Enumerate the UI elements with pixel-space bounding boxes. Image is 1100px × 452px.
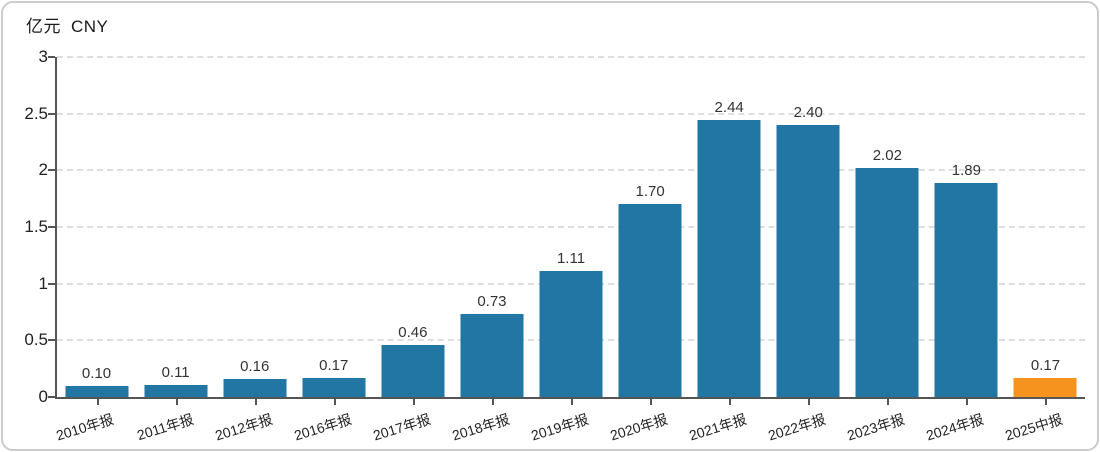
- y-axis-tick: [48, 282, 55, 285]
- x-axis-tick: [966, 399, 969, 405]
- bar-value-label: 0.46: [398, 323, 428, 341]
- x-axis-tick: [808, 399, 811, 405]
- category-slot: 0.17 2025中报: [1003, 57, 1085, 444]
- x-axis-label-2016年报: 2016年报: [291, 410, 354, 444]
- category-slot: 0.10 2010年报: [55, 57, 136, 444]
- bar-2018年报[interactable]: [460, 314, 524, 397]
- x-axis-tick: [650, 399, 653, 405]
- y-tick-label-1: 1: [38, 273, 48, 293]
- bars-layer: 0.10 2010年报 0.11 2011年报 0.16 2012年报 0.17 2016年报…: [55, 57, 1085, 444]
- x-axis-tick: [1045, 399, 1048, 405]
- category-slot: 1.11 2019年报: [529, 57, 610, 444]
- y-axis-tick: [48, 396, 55, 398]
- bar-value-label: 0.16: [240, 357, 270, 375]
- x-axis-label-2021年报: 2021年报: [687, 410, 749, 444]
- bar-value-label: 0.17: [1030, 356, 1061, 374]
- bar-2022年报[interactable]: [776, 125, 840, 397]
- bar-value-label: 1.70: [635, 183, 665, 201]
- plot-area: 0 0.5 1 1.5 2 2.5 3 0.10 2010年报 0.11 2011年报 0.16 20…: [24, 47, 1085, 444]
- bar-2012年报[interactable]: [223, 378, 287, 397]
- x-axis-label-2011年报: 2011年报: [134, 410, 195, 444]
- x-axis-tick: [491, 399, 494, 405]
- x-axis-tick: [96, 399, 99, 405]
- category-slot: 2.40 2022年报: [766, 57, 848, 444]
- x-axis-label-2023年报: 2023年报: [845, 410, 907, 444]
- y-tick-label-2.5: 2.5: [24, 103, 48, 123]
- category-slot: 2.44 2021年报: [687, 57, 769, 444]
- bar-2020年报[interactable]: [618, 204, 682, 397]
- x-axis-tick: [729, 399, 732, 405]
- y-axis-tick: [48, 112, 55, 115]
- bar-value-label: 0.17: [319, 356, 349, 374]
- category-slot: 0.11 2011年报: [135, 57, 215, 443]
- bar-2016年报[interactable]: [302, 377, 366, 397]
- x-axis-tick: [412, 399, 415, 405]
- bar-value-label: 2.44: [714, 99, 744, 117]
- y-tick-label-2: 2: [38, 160, 48, 180]
- x-axis-label-2025中报: 2025中报: [1003, 410, 1065, 444]
- category-slot: 1.89 2024年报: [924, 57, 1006, 444]
- currency-label: CNY: [71, 17, 109, 36]
- y-tick-label-0: 0: [38, 387, 48, 406]
- y-axis-tick: [48, 226, 55, 228]
- gridline-2: [57, 169, 1085, 172]
- bar-value-label: 2.02: [872, 147, 902, 165]
- bar-2024年报[interactable]: [934, 182, 998, 397]
- y-axis-tick: [48, 56, 55, 58]
- x-axis-tick: [254, 399, 257, 405]
- x-axis-label-2019年报: 2019年报: [529, 410, 591, 444]
- bar-value-label: 1.89: [951, 161, 981, 179]
- bar-value-label: 0.10: [81, 364, 112, 382]
- category-slot: 1.70 2020年报: [608, 57, 690, 444]
- x-axis-tick: [175, 399, 178, 405]
- x-axis-label-2022年报: 2022年报: [766, 410, 828, 444]
- x-axis-label-2012年报: 2012年报: [212, 410, 274, 444]
- bar-value-label: 1.11: [556, 250, 586, 268]
- y-axis-tick: [48, 169, 55, 172]
- x-axis-line: [55, 397, 1085, 399]
- bar-value-label: 0.11: [161, 363, 190, 381]
- bar-2021年报[interactable]: [697, 120, 761, 397]
- bar-2011年报[interactable]: [144, 384, 208, 397]
- category-slot: 2.02 2023年报: [845, 57, 927, 444]
- category-slot: 0.17 2016年报: [292, 57, 373, 444]
- category-slot: 0.46 2017年报: [371, 57, 452, 444]
- chart-title: 亿元 CNY: [26, 12, 108, 37]
- gridline-1.5: [57, 226, 1085, 228]
- y-axis-tick: [48, 339, 55, 342]
- bar-2017年报[interactable]: [381, 344, 445, 397]
- x-axis-label-2010年报: 2010年报: [54, 410, 116, 444]
- gridline-2.5: [57, 112, 1085, 115]
- y-tick-label-0.5: 0.5: [24, 330, 48, 350]
- y-tick-label-3: 3: [38, 47, 48, 66]
- gridline-3: [57, 56, 1085, 58]
- bar-2025中报[interactable]: [1013, 377, 1077, 397]
- x-axis-label-2020年报: 2020年报: [608, 410, 670, 444]
- x-axis-tick: [333, 399, 336, 405]
- bar-2023年报[interactable]: [855, 168, 919, 397]
- x-axis-tick: [571, 399, 573, 405]
- bar-2010年报[interactable]: [65, 385, 129, 397]
- unit-label: 亿元: [26, 17, 61, 36]
- bar-value-label: 0.73: [477, 293, 507, 311]
- bar-value-label: 2.40: [793, 104, 823, 121]
- y-axis-line: [55, 57, 57, 399]
- category-slot: 0.16 2012年报: [213, 57, 294, 444]
- y-tick-label-1.5: 1.5: [24, 217, 48, 236]
- x-axis-label-2018年报: 2018年报: [449, 410, 512, 444]
- x-axis-label-2024年报: 2024年报: [924, 410, 986, 444]
- bar-2019年报[interactable]: [539, 271, 603, 397]
- category-slot: 0.73 2018年报: [450, 57, 531, 444]
- x-axis-label-2017年报: 2017年报: [370, 410, 433, 444]
- x-axis-tick: [887, 399, 890, 405]
